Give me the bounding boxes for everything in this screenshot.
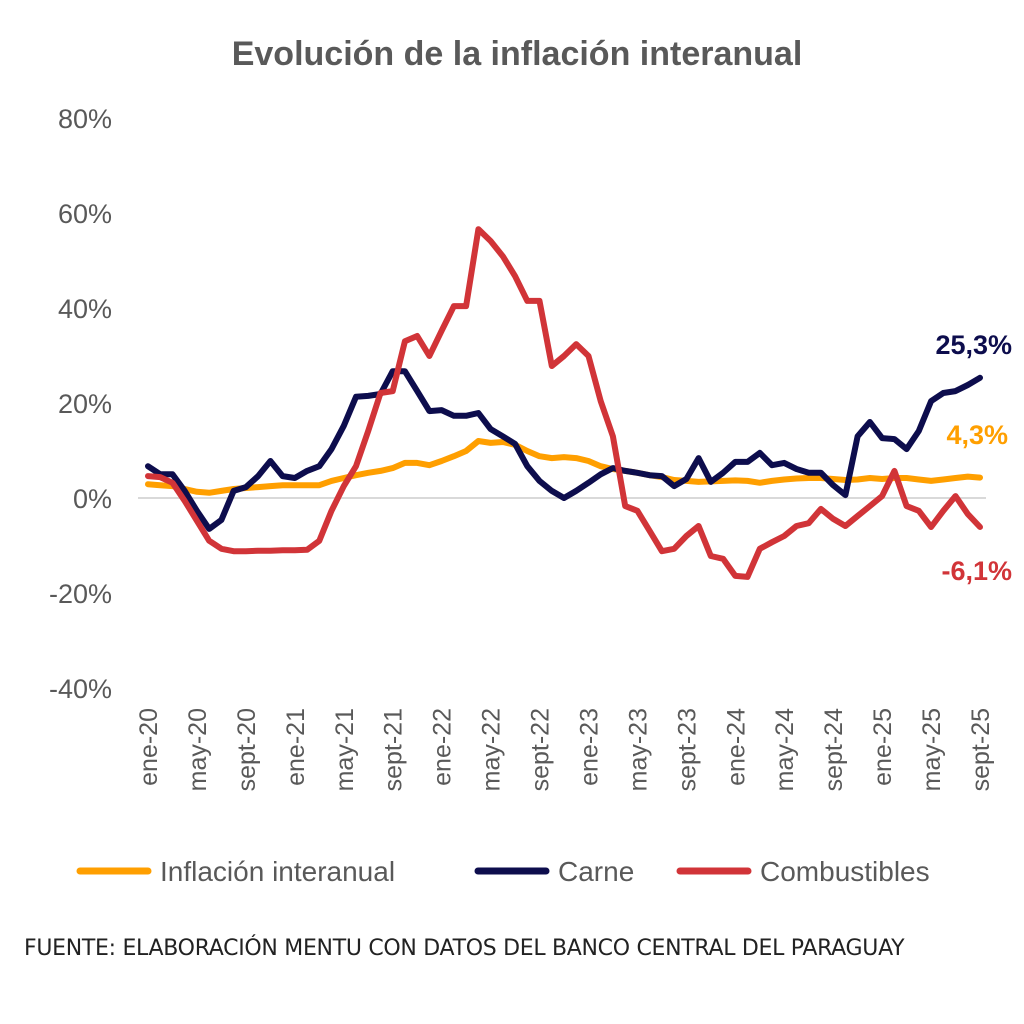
end-value-label: -6,1% xyxy=(941,556,1012,586)
x-tick-label: sept-21 xyxy=(380,708,408,791)
x-tick-label: may-24 xyxy=(771,708,799,791)
x-axis: ene-20 may-20 sept-20 ene-21 may-21 sept-21 en… xyxy=(135,708,995,791)
chart-title: Evolución de la inflación interanual xyxy=(232,35,803,73)
legend-label: Combustibles xyxy=(760,856,930,887)
y-tick-label: 40% xyxy=(58,294,112,324)
series-line-combustibles xyxy=(145,226,983,580)
x-tick-label: sept-23 xyxy=(673,708,701,791)
x-tick-label: sept-25 xyxy=(967,708,995,791)
x-tick-label: may-23 xyxy=(624,708,652,791)
y-tick-label: 0% xyxy=(73,484,112,514)
end-value-label: 4,3% xyxy=(946,420,1008,450)
x-tick-label: ene-25 xyxy=(869,708,897,786)
end-labels: 4,3% 25,3% -6,1% xyxy=(935,330,1012,586)
y-tick-label: -40% xyxy=(49,674,112,704)
source-note: FUENTE: ELABORACIÓN MENTU CON DATOS DEL … xyxy=(24,936,905,961)
x-tick-label: may-22 xyxy=(478,708,506,791)
legend-label: Carne xyxy=(558,856,634,887)
line-chart: Evolución de la inflación interanual 80%… xyxy=(49,35,1012,887)
x-tick-label: ene-20 xyxy=(135,708,163,786)
x-tick-label: ene-23 xyxy=(575,708,603,786)
series-line-carne xyxy=(145,368,983,532)
x-tick-label: may-25 xyxy=(918,708,946,791)
y-tick-label: 80% xyxy=(58,104,112,134)
y-tick-label: 20% xyxy=(58,389,112,419)
x-tick-label: ene-21 xyxy=(282,708,310,786)
x-tick-label: ene-22 xyxy=(429,708,457,786)
x-tick-label: may-20 xyxy=(184,708,212,791)
end-value-label: 25,3% xyxy=(935,330,1012,360)
series-line-inflacion-interanual xyxy=(145,438,983,496)
x-tick-label: ene-24 xyxy=(722,708,750,786)
y-tick-label: -20% xyxy=(49,579,112,609)
x-tick-label: sept-22 xyxy=(527,708,555,791)
x-tick-label: sept-24 xyxy=(820,708,848,791)
legend-label: Inflación interanual xyxy=(160,856,395,887)
x-tick-label: may-21 xyxy=(331,708,359,791)
y-tick-label: 60% xyxy=(58,199,112,229)
legend: Inflación interanual Carne Combustibles xyxy=(76,856,930,887)
x-tick-label: sept-20 xyxy=(233,708,261,791)
y-axis: 80% 60% 40% 20% 0% -20% -40% xyxy=(49,104,112,704)
series-group xyxy=(145,226,983,580)
